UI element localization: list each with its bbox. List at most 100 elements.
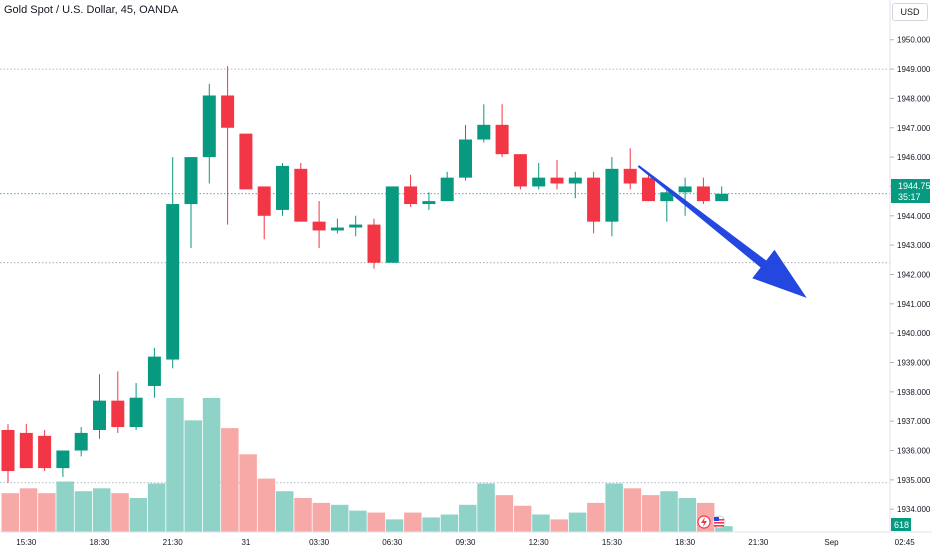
down-arrow-icon[interactable] bbox=[637, 165, 807, 298]
candle-body[interactable] bbox=[129, 397, 143, 428]
volume-bar bbox=[623, 488, 642, 532]
time-tick-label: 15:30 bbox=[602, 538, 623, 547]
symbol-title: Gold Spot / U.S. Dollar, 45, OANDA bbox=[4, 4, 179, 16]
candle-body[interactable] bbox=[459, 139, 472, 178]
volume-bar bbox=[1, 493, 19, 532]
candle-body[interactable] bbox=[587, 177, 601, 222]
time-tick-label: 09:30 bbox=[455, 538, 476, 547]
candle-body[interactable] bbox=[349, 224, 363, 228]
price-tick-label: 1943.000 bbox=[897, 241, 931, 250]
candle-body[interactable] bbox=[550, 177, 564, 184]
volume-bar bbox=[587, 502, 605, 532]
candle-body[interactable] bbox=[56, 450, 70, 469]
countdown-label: 35:17 bbox=[898, 192, 921, 202]
candle-body[interactable] bbox=[532, 177, 546, 187]
time-tick-label: 18:30 bbox=[675, 538, 696, 547]
price-tick-label: 1944.000 bbox=[897, 212, 931, 221]
candle-body[interactable] bbox=[477, 124, 491, 140]
candle-body[interactable] bbox=[642, 177, 655, 202]
us-flag-stripe bbox=[714, 522, 724, 524]
candle-body[interactable] bbox=[74, 432, 88, 451]
volume-label: 618 bbox=[894, 520, 909, 530]
candle-body[interactable] bbox=[495, 124, 509, 155]
candle-body[interactable] bbox=[111, 400, 125, 428]
candle-body[interactable] bbox=[276, 165, 289, 210]
candle-body[interactable] bbox=[367, 224, 381, 263]
time-tick-label: 21:30 bbox=[748, 538, 769, 547]
volume-bar bbox=[276, 491, 294, 532]
lightning-bolt-icon bbox=[701, 517, 707, 527]
volume-bar bbox=[294, 498, 312, 532]
candle-body[interactable] bbox=[440, 177, 454, 202]
candle-body[interactable] bbox=[678, 186, 692, 193]
candle-body[interactable] bbox=[715, 193, 729, 202]
candle-body[interactable] bbox=[1, 429, 15, 472]
candle-body[interactable] bbox=[184, 157, 198, 205]
volume-bar bbox=[568, 512, 587, 532]
time-axis: 15:30 18:30 21:30 31 03:30 06:30 09:30 12:30 15:… bbox=[0, 531, 932, 547]
volume-bar bbox=[74, 491, 93, 532]
volume-bar bbox=[660, 491, 678, 532]
us-flag-canton bbox=[714, 517, 719, 521]
candle-body[interactable] bbox=[147, 356, 161, 386]
volume-bar bbox=[385, 519, 404, 532]
time-tick-label: 31 bbox=[241, 538, 250, 547]
price-tick-label: 1935.000 bbox=[897, 476, 931, 485]
volume-bar bbox=[257, 478, 276, 532]
candle-body[interactable] bbox=[568, 177, 582, 184]
candle-body[interactable] bbox=[257, 186, 271, 216]
time-tick-label: 21:30 bbox=[163, 538, 184, 547]
candle-body[interactable] bbox=[19, 432, 33, 469]
candle-body[interactable] bbox=[312, 221, 326, 231]
price-tick-label: 1948.000 bbox=[897, 94, 931, 103]
currency-button[interactable]: USD bbox=[892, 3, 928, 21]
time-tick-label: 15:30 bbox=[16, 538, 37, 547]
candle-body[interactable] bbox=[422, 201, 436, 205]
candle-body[interactable] bbox=[294, 168, 308, 222]
price-tick-label: 1949.000 bbox=[897, 65, 931, 74]
candle-body[interactable] bbox=[38, 435, 52, 469]
candle-body[interactable] bbox=[93, 400, 106, 430]
price-tick-label: 1942.000 bbox=[897, 270, 931, 279]
volume-bar bbox=[111, 493, 129, 532]
volume-bar bbox=[477, 483, 495, 532]
candle-body[interactable] bbox=[605, 168, 619, 222]
candle-body[interactable] bbox=[385, 186, 399, 263]
volume-bar bbox=[239, 454, 257, 532]
volume-bar bbox=[38, 493, 56, 532]
time-tick-label: 18:30 bbox=[89, 538, 110, 547]
volume-bar bbox=[367, 512, 385, 532]
price-tick-label: 1938.000 bbox=[897, 388, 931, 397]
candle-body[interactable] bbox=[202, 95, 216, 158]
volume-bar bbox=[312, 502, 331, 532]
volume-bar bbox=[605, 483, 623, 532]
us-flag-stripe bbox=[714, 525, 724, 527]
volume-bar bbox=[184, 420, 202, 532]
time-tick-label: 02:45 bbox=[895, 538, 916, 547]
volume-bar bbox=[93, 488, 111, 532]
current-price-badge bbox=[891, 179, 930, 203]
candle-body[interactable] bbox=[696, 186, 710, 202]
candle-body[interactable] bbox=[623, 168, 637, 184]
candle-body[interactable] bbox=[660, 192, 674, 202]
candle-body[interactable] bbox=[166, 204, 180, 360]
price-tick-label: 1936.000 bbox=[897, 447, 931, 456]
candles bbox=[1, 66, 729, 483]
price-tick-label: 1947.000 bbox=[897, 124, 931, 133]
volume-bar bbox=[202, 398, 221, 532]
volume-bar bbox=[642, 495, 660, 532]
price-tick-label: 1940.000 bbox=[897, 329, 931, 338]
volume-bar bbox=[678, 498, 697, 532]
time-tick-label: Sep bbox=[824, 538, 839, 547]
time-tick-label: 06:30 bbox=[382, 538, 403, 547]
candle-body[interactable] bbox=[221, 95, 235, 128]
candle-body[interactable] bbox=[404, 186, 418, 205]
candle-body[interactable] bbox=[330, 227, 344, 231]
time-tick-label: 03:30 bbox=[309, 538, 330, 547]
time-tick-label: 12:30 bbox=[529, 538, 550, 547]
candle-body[interactable] bbox=[513, 154, 527, 187]
candle-body[interactable] bbox=[239, 133, 253, 190]
volume-bar bbox=[459, 504, 477, 532]
